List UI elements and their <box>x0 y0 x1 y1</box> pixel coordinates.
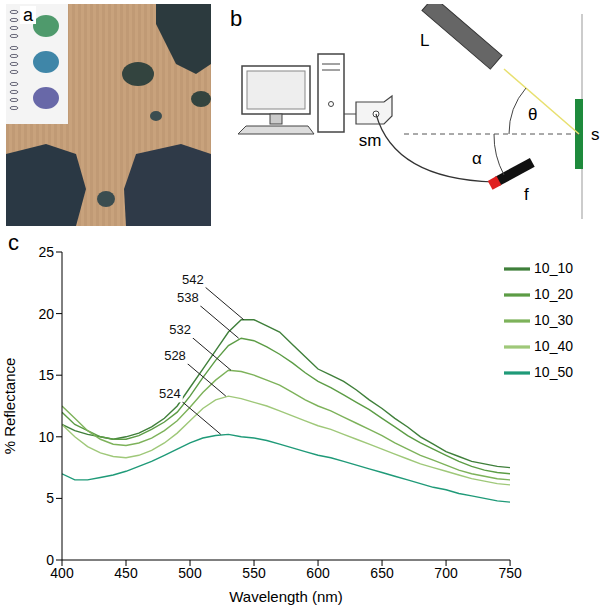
svg-text:700: 700 <box>434 565 458 581</box>
svg-text:550: 550 <box>242 565 266 581</box>
html-text:10_20: 10_20 <box>534 285 573 302</box>
svg-text:b: b <box>230 6 242 31</box>
svg-text:25: 25 <box>38 244 54 260</box>
svg-text:f: f <box>524 185 529 204</box>
svg-text:0: 0 <box>46 552 54 568</box>
svg-text:400: 400 <box>50 564 74 581</box>
svg-text:528: 528 <box>164 348 186 363</box>
svg-text:650: 650 <box>370 565 394 581</box>
html-text:10_50: 10_50 <box>534 363 573 380</box>
svg-text:524: 524 <box>159 386 181 401</box>
svg-text:θ: θ <box>528 105 537 124</box>
svg-text:450: 450 <box>114 565 138 581</box>
svg-text:15: 15 <box>38 367 54 383</box>
html-text:10_40: 10_40 <box>534 337 573 354</box>
svg-text:5: 5 <box>46 490 54 506</box>
svg-text:20: 20 <box>38 306 54 322</box>
svg-text:sm: sm <box>359 131 382 150</box>
svg-text:Wavelength (nm): Wavelength (nm) <box>229 588 343 605</box>
svg-text:532: 532 <box>169 322 191 337</box>
html-text:10_10: 10_10 <box>534 259 573 276</box>
svg-text:α: α <box>472 149 482 168</box>
svg-text:500: 500 <box>178 565 202 581</box>
svg-text:L: L <box>420 31 429 50</box>
html-text:10_30: 10_30 <box>534 311 573 328</box>
svg-text:s: s <box>591 125 600 144</box>
svg-text:600: 600 <box>306 565 330 581</box>
svg-text:750: 750 <box>498 565 522 581</box>
svg-text:538: 538 <box>177 290 199 305</box>
svg-text:% Reflectance: % Reflectance <box>2 358 18 455</box>
svg-text:542: 542 <box>182 272 204 287</box>
svg-text:10: 10 <box>38 429 54 445</box>
html-text:c: c <box>8 230 19 255</box>
svg-text:a: a <box>23 5 34 25</box>
